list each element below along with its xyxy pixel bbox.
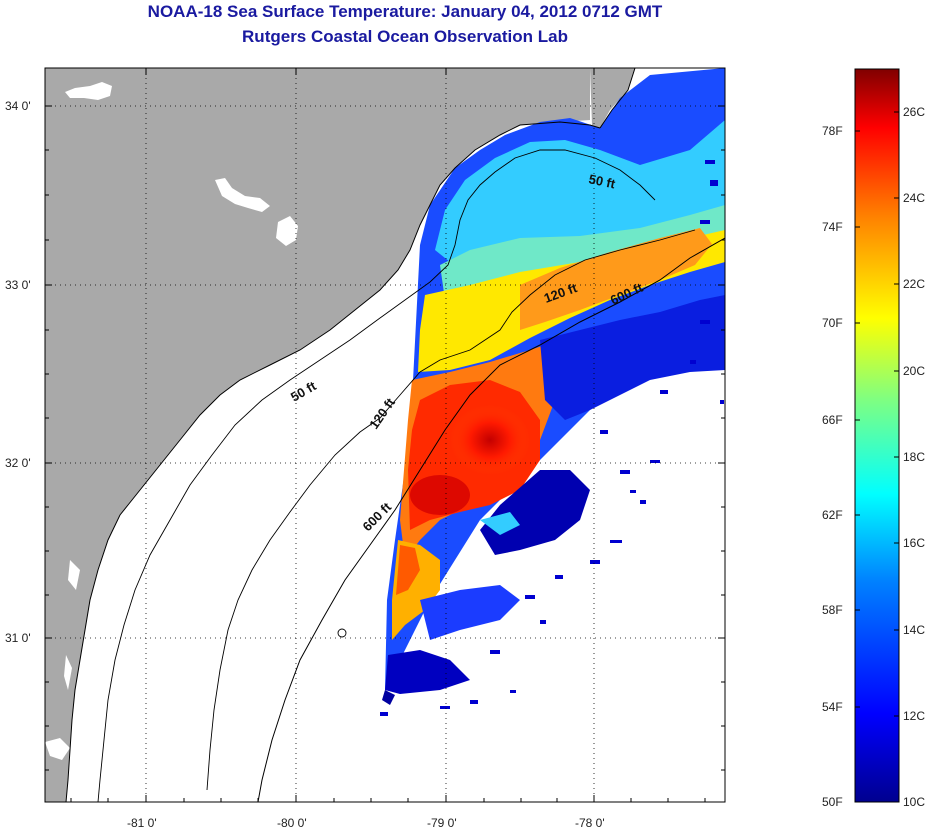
colorbar-c-label: 10C (903, 795, 925, 809)
lon-label: -78 0' (575, 816, 605, 830)
inland-lake (45, 738, 70, 760)
map-title: NOAA-18 Sea Surface Temperature: January… (147, 2, 663, 21)
colorbar-c-label: 12C (903, 709, 925, 723)
map-frame (44, 67, 726, 803)
colorbar-c-label: 14C (903, 623, 925, 637)
coastline-north (599, 68, 636, 129)
land-mass (45, 68, 590, 802)
colorbar-f-label: 66F (822, 413, 843, 427)
colorbar-c-label: 16C (903, 536, 925, 550)
colorbar-f-label: 58F (822, 603, 843, 617)
lon-label: -79 0' (427, 816, 457, 830)
lon-label: -80 0' (277, 816, 307, 830)
colorbar-f-label: 62F (822, 508, 843, 522)
colorbar-f-label: 50F (822, 795, 843, 809)
inland-lake (64, 655, 72, 690)
colorbar-c-label: 24C (903, 191, 925, 205)
graticule (45, 68, 725, 802)
axis-ticks (45, 68, 725, 802)
inland-lake (65, 82, 112, 100)
lat-label: 33 0' (5, 278, 31, 292)
isobath-label-50ft: 50 ft (587, 171, 617, 191)
lat-label: 31 0' (5, 631, 31, 645)
lat-label: 32 0' (5, 456, 31, 470)
colorbar-c-label: 22C (903, 277, 925, 291)
colorbar-f-label: 70F (822, 316, 843, 330)
sst-noise (380, 160, 724, 716)
colorbar-f-label: 78F (822, 124, 843, 138)
inland-lake (68, 560, 80, 590)
isobath-120ft (206, 229, 696, 791)
colorbar: 78F 74F 70F 66F 62F 58F 54F 50F 26C 24C … (822, 68, 925, 809)
colorbar-gradient (854, 68, 900, 803)
sst-swath (382, 68, 725, 705)
seamount-contour (337, 628, 347, 638)
colorbar-f-label: 74F (822, 220, 843, 234)
colorbar-c-label: 18C (903, 450, 925, 464)
isobath-50ft (97, 149, 656, 802)
lon-label: -81 0' (127, 816, 157, 830)
cape-fear-land (590, 68, 635, 128)
colorbar-c-label: 26C (903, 105, 925, 119)
isobath-600ft (257, 237, 725, 802)
colorbar-c-label: 20C (903, 364, 925, 378)
lat-label: 34 0' (5, 99, 31, 113)
colorbar-ticks (855, 111, 899, 717)
map-subtitle: Rutgers Coastal Ocean Observation Lab (242, 27, 568, 46)
coastline (65, 121, 601, 802)
colorbar-f-label: 54F (822, 700, 843, 714)
inland-lake (276, 216, 298, 246)
inland-lake (215, 178, 270, 212)
